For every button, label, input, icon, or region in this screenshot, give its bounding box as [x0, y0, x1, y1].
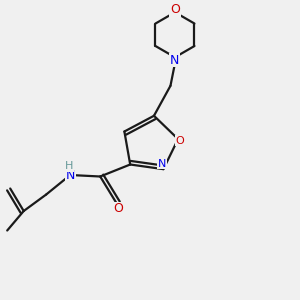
- Text: O: O: [170, 3, 180, 16]
- Text: O: O: [113, 202, 123, 215]
- Text: O: O: [175, 136, 184, 146]
- Text: H: H: [65, 161, 74, 171]
- Text: N: N: [158, 159, 166, 169]
- Text: N: N: [65, 169, 75, 182]
- Text: N: N: [170, 54, 179, 67]
